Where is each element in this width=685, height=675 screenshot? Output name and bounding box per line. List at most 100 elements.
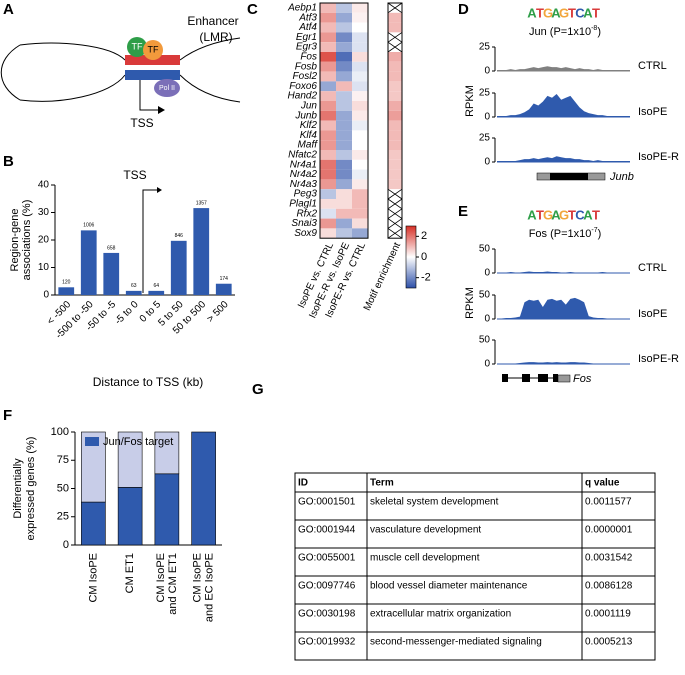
title-text: Fos (P=1x10 (529, 228, 592, 240)
motif-cross (387, 198, 403, 210)
pol-label: Pol II (159, 85, 175, 92)
heat-cell (320, 91, 336, 101)
y-tick-label: 20 (38, 235, 50, 246)
heat-cell (320, 22, 336, 33)
heat-cell (336, 110, 352, 121)
heat-cell (352, 208, 368, 219)
motif-letter: T (536, 207, 544, 222)
motif-cell (388, 91, 402, 101)
heat-cell (320, 120, 336, 131)
panel-a-diagram: TF TF Pol II Enhancer (LMR) TSS (0, 14, 241, 130)
heat-cell (336, 32, 352, 43)
track-name: CTRL (638, 262, 667, 274)
heat-cell (336, 208, 352, 219)
bar-count: 846 (175, 233, 184, 239)
heat-cell (320, 130, 336, 141)
gene-name: Fos (573, 373, 592, 385)
title-text: Jun (P=1x10 (529, 26, 591, 38)
heat-cell (320, 199, 336, 209)
bar-segment (81, 501, 106, 546)
heat-cell (352, 12, 368, 23)
x-tick-label: CM IsoPE (155, 553, 167, 603)
heat-cell (336, 150, 352, 160)
pol-ii (154, 79, 180, 97)
tss-annotation: TSS (123, 168, 146, 182)
motif-cross (387, 32, 403, 43)
heat-cell (352, 71, 368, 82)
bar (148, 290, 165, 295)
row-label: Peg3 (294, 189, 318, 200)
heat-cell (336, 140, 352, 150)
motif-letter: A (527, 5, 537, 20)
panel-label: F (3, 407, 12, 424)
y-tick-label: 50 (479, 335, 491, 346)
motif-cross (387, 228, 403, 239)
heat-cell (352, 199, 368, 209)
motif-letter: A (527, 207, 537, 222)
table-header: q value (585, 478, 620, 489)
coverage-area (497, 156, 630, 162)
heat-cell (352, 52, 368, 62)
table-cell: GO:0055001 (298, 553, 356, 564)
row-label: Klf2 (300, 120, 318, 131)
x-tick-label: -5 to 0 (113, 299, 141, 327)
motif-letter: A (551, 5, 561, 20)
y-axis-label: Region-gene (9, 209, 21, 272)
x-tick-label: and EC IsoPE (204, 553, 216, 622)
x-tick-label: CM IsoPE (87, 553, 99, 603)
heat-cell (336, 3, 352, 13)
heat-cell (352, 228, 368, 239)
motif-cell (388, 52, 402, 62)
table-cell: 0.0086128 (585, 581, 633, 592)
row-label: Hand2 (288, 91, 318, 102)
x-tick-label: CM ET1 (124, 553, 136, 593)
motif-frame (387, 2, 403, 239)
heat-cell (336, 22, 352, 33)
bar (58, 287, 75, 295)
bar-count: 64 (153, 283, 159, 289)
bar (103, 252, 120, 295)
panel-label: E (458, 203, 468, 220)
row-label: Jun (300, 101, 318, 112)
motif-cross (387, 188, 403, 200)
motif-cross (387, 218, 403, 229)
table-cell: second-messenger-mediated signaling (370, 637, 542, 648)
heat-cell (320, 150, 336, 160)
row-label: Plagl1 (289, 199, 317, 210)
legend-label: Jun/Fos target (103, 436, 173, 448)
table-header: Term (370, 478, 394, 489)
column-label: Motif enrichment (362, 241, 403, 313)
track-title: Jun (P=1x10-8) (529, 25, 601, 38)
table-cell: GO:0097746 (298, 581, 356, 592)
bar (193, 208, 210, 295)
heat-cell (352, 159, 368, 170)
gene-name: Junb (609, 171, 634, 183)
table-cell: GO:0001501 (298, 497, 356, 508)
row-label: Nr4a2 (290, 169, 318, 180)
motif-cell (388, 169, 402, 180)
motif-letter: G (543, 5, 553, 20)
motif-cell (388, 179, 402, 190)
motif-letter: A (583, 5, 593, 20)
bar-segment (117, 431, 143, 488)
tf-orange (143, 40, 163, 60)
y-tick-label: 50 (479, 290, 491, 301)
table-header: ID (298, 478, 308, 489)
motif-cell (388, 120, 402, 131)
heat-cell (352, 179, 368, 190)
heat-cell (320, 61, 336, 72)
heat-cell (336, 61, 352, 72)
y-axis-label: associations (%) (21, 200, 33, 281)
title-exponent: -8 (591, 25, 597, 32)
motif-letter: G (543, 207, 553, 222)
bar-count: 120 (62, 280, 71, 286)
table-cell: 0.0011577 (585, 497, 632, 508)
panel-label: A (3, 1, 14, 18)
motif-cross (387, 208, 403, 219)
heat-cell (336, 42, 352, 52)
motif-letter: G (559, 207, 569, 222)
heat-cell (352, 91, 368, 101)
y-tick-label: 0 (484, 66, 490, 77)
row-label: Atf4 (298, 22, 317, 33)
